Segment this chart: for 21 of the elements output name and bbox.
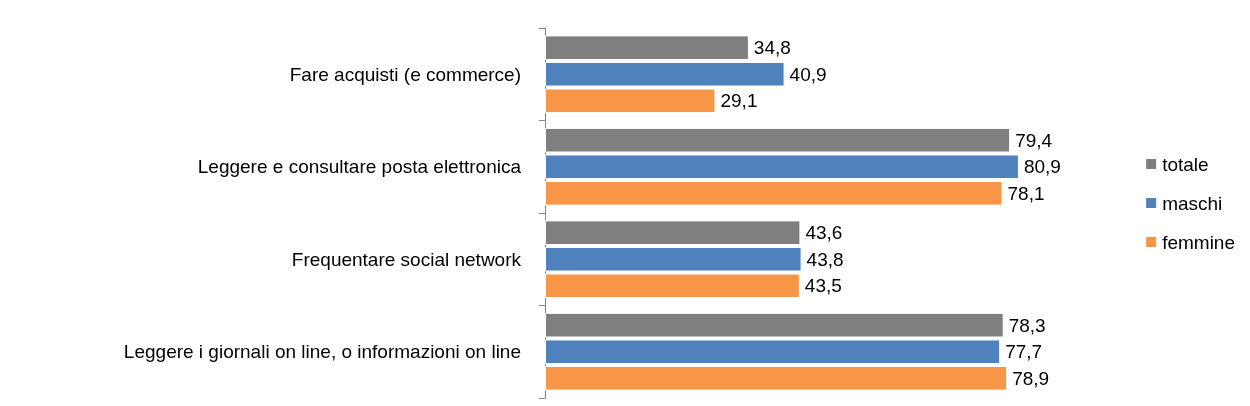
data-label: 79,4	[1015, 129, 1053, 151]
data-label: 78,1	[1007, 182, 1045, 204]
data-label: 43,8	[806, 248, 844, 270]
data-label: 34,8	[753, 37, 791, 59]
y-tick-label: Frequentare social network	[291, 248, 522, 270]
legend-label: maschi	[1162, 192, 1223, 214]
data-label: 40,9	[789, 63, 827, 85]
y-tick-label: Leggere e consultare posta elettronica	[197, 156, 522, 178]
data-label: 78,3	[1008, 314, 1046, 336]
bar	[545, 181, 1003, 206]
y-tick-label: Leggere i giornali on line, o informazioni on line	[123, 341, 521, 363]
legend-label: totale	[1162, 153, 1209, 175]
legend-label: femmine	[1162, 231, 1235, 253]
data-label: 78,9	[1012, 367, 1050, 389]
data-label: 77,7	[1005, 341, 1043, 363]
data-label: 29,1	[720, 90, 758, 112]
data-label: 43,5	[804, 275, 842, 297]
y-tick-label: Fare acquisti (e commerce)	[289, 63, 521, 85]
data-label: 43,6	[805, 222, 843, 244]
data-label: 80,9	[1023, 156, 1061, 178]
bar	[545, 366, 1008, 391]
